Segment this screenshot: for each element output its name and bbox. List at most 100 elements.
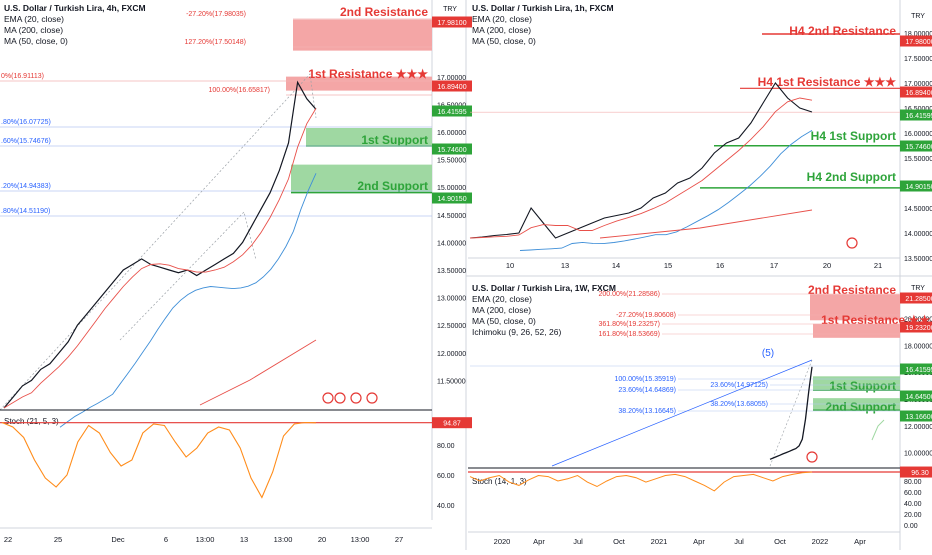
bottomright-stoch-label: Stoch (14, 1, 3) [472, 477, 527, 486]
bottomright-price-tag-bg [900, 363, 932, 375]
left-price-tick: 14.50000 [437, 213, 466, 220]
bottomright-stoch-line [469, 471, 813, 492]
bottomright-stoch-tag-bg [900, 466, 932, 478]
left-ma50-line [59, 173, 317, 428]
topright-ema-line [469, 97, 813, 239]
left-price-tick: 11.50000 [437, 378, 466, 385]
bottomright-price-tick: 12.00000 [904, 424, 932, 431]
left-price-tag-bg [432, 80, 472, 92]
topright-time-tick: 15 [664, 261, 672, 270]
left-stoch-tick: 60.00 [437, 473, 455, 480]
left-price-tick: 15.00000 [437, 185, 466, 192]
topright-title: U.S. Dollar / Turkish Lira, 1h, FXCM [472, 3, 614, 13]
topright-price-tag: 16.41595 [905, 113, 932, 120]
left-stoch-tick: 80.00 [437, 443, 455, 450]
left-zone-support-2 [291, 164, 432, 193]
left-time-tick: Dec [111, 535, 125, 544]
topright-label-resistance-1: H4 1st Resistance ★★★ [758, 75, 897, 89]
left-zone-resistance-1 [286, 76, 432, 91]
left-time-tick: 6 [164, 535, 168, 544]
bottomright-fib-label: 100.00%(15.35919) [615, 376, 677, 383]
bottomright-time-tick: Apr [693, 537, 705, 546]
left-event-flag-icon [350, 392, 362, 404]
topright-ma200-line [599, 209, 813, 239]
left-price-tag-bg [432, 105, 472, 117]
left-price-tag: 16.41595 [437, 109, 466, 116]
left-fib-label: .60%(15.74676) [1, 138, 51, 145]
left-title: U.S. Dollar / Turkish Lira, 4h, FXCM [4, 3, 146, 13]
topright-price-tag: 15.74600 [905, 144, 932, 151]
left-price-tick: 15.50000 [437, 158, 466, 165]
left-currency-badge: TRY [443, 6, 457, 13]
left-event-flag-icon [334, 392, 346, 404]
topright-price-tick: 17.50000 [904, 56, 932, 63]
bottomright-label-support-2: 2nd Support [825, 400, 896, 414]
bottomright-time-tick: Apr [854, 537, 866, 546]
left-currency-badge-bg [438, 3, 462, 13]
left-label-resistance-1: 1st Resistance ★★★ [308, 67, 428, 81]
left-time-tick: 13:00 [196, 535, 215, 544]
left-price-tag-bg [432, 143, 472, 155]
topright-time-tick: 13 [561, 261, 569, 270]
left-label-resistance-2: 2nd Resistance [340, 5, 428, 19]
bottomright-price-tick: 18.00000 [904, 343, 932, 350]
bottomright-legend: U.S. Dollar / Turkish Lira, 1W, FXCM EMA… [472, 283, 616, 338]
bottomright-time-tick: 2022 [812, 537, 829, 546]
topright-ma50-line [519, 130, 813, 251]
bottomright-trendline-1 [551, 359, 813, 467]
bottomright-price-tag: 21.28500 [905, 296, 932, 303]
left-price-tick: 13.00000 [437, 296, 466, 303]
topright-price-tick: 13.50000 [904, 256, 932, 263]
topright-price-tick: 16.00000 [904, 131, 932, 138]
bottomright-price-tag: 14.64500 [905, 394, 932, 401]
left-stoch-tag-bg [432, 417, 472, 429]
left-time-tick: 22 [4, 535, 12, 544]
bottomright-time-tick: Oct [774, 537, 787, 546]
left-fib-label: 127.20%(17.50148) [185, 39, 247, 46]
topright-price-tick: 14.00000 [904, 231, 932, 238]
left-indicator-ema: EMA (20, close) [4, 14, 64, 24]
bottomright-price-tag-bg [900, 321, 932, 333]
bottomright-fib-label: 38.20%(13.68055) [710, 401, 768, 408]
bottomright-stoch-tick: 80.00 [904, 479, 922, 486]
topright-price-tick: 18.00000 [904, 31, 932, 38]
bottomright-zone-support-1 [813, 376, 900, 391]
topright-indicator-ma200: MA (200, close) [472, 25, 532, 35]
left-price-tick: 17.00000 [437, 75, 466, 82]
topright-price-tag-bg [900, 180, 932, 192]
bottomright-time-tick: Oct [613, 537, 626, 546]
topright-time-tick: 10 [506, 261, 514, 270]
left-price-tag: 17.98100 [437, 20, 466, 27]
bottomright-fib-label: 200.00%(21.28586) [599, 291, 661, 298]
left-stoch-tick: 40.00 [437, 503, 455, 510]
left-stoch-line [1, 421, 317, 499]
bottomright-trendline-2 [769, 359, 813, 467]
bottomright-price-tag-bg [900, 390, 932, 402]
topright-price-tick: 17.00000 [904, 81, 932, 88]
left-time-tick: 13 [240, 535, 248, 544]
bottomright-wave-label: (5) [762, 348, 774, 359]
topright-price-tag-bg [900, 140, 932, 152]
bottomright-stoch-tag: 96.30 [911, 470, 929, 477]
left-label-support-1: 1st Support [361, 133, 428, 147]
left-price-tag: 16.89400 [437, 84, 466, 91]
topright-price-tag-bg [900, 86, 932, 98]
left-ma200-line [199, 339, 317, 406]
left-time-tick: 20 [318, 535, 326, 544]
topright-price-tick: 15.50000 [904, 156, 932, 163]
bottomright-fib-label: -27.20%(19.80608) [616, 312, 676, 319]
left-zone-resistance-2 [293, 19, 432, 51]
left-fib-label: 100.00%(16.65817) [209, 87, 271, 94]
topright-price-tag: 14.90150 [905, 184, 932, 191]
left-zone-support-1 [306, 127, 432, 146]
topright-event-flag-icon [846, 237, 858, 249]
bottomright-zone-resistance-2 [810, 294, 900, 321]
topright-price-line [469, 82, 813, 239]
left-indicator-ma200: MA (200, close) [4, 25, 64, 35]
left-fib-label: .20%(14.94383) [1, 183, 51, 190]
topright-time-tick: 20 [823, 261, 831, 270]
bottomright-fib-label: 23.60%(14.97125) [710, 382, 768, 389]
topright-time-tick: 16 [716, 261, 724, 270]
left-time-tick: 13:00 [351, 535, 370, 544]
bottomright-price-tag-bg [900, 292, 932, 304]
